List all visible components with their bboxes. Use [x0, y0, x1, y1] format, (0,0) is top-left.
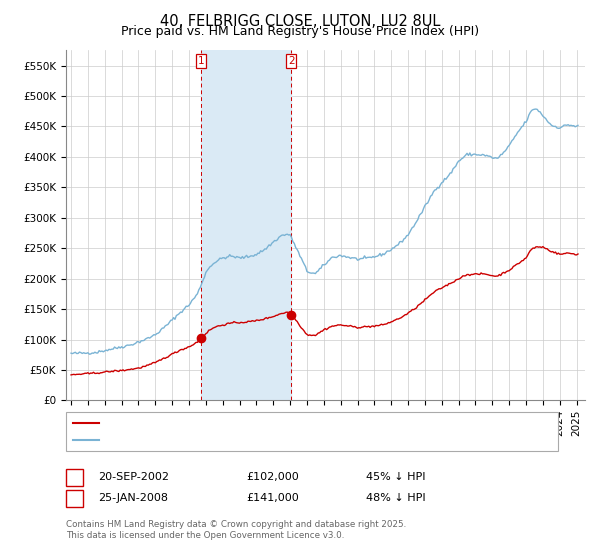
Text: This data is licensed under the Open Government Licence v3.0.: This data is licensed under the Open Gov…: [66, 531, 344, 540]
Text: HPI: Average price, detached house, Luton: HPI: Average price, detached house, Luto…: [103, 435, 337, 445]
Text: 1: 1: [198, 55, 205, 66]
Text: £102,000: £102,000: [246, 472, 299, 482]
Text: 1: 1: [71, 472, 78, 482]
Text: 20-SEP-2002: 20-SEP-2002: [98, 472, 169, 482]
Text: Contains HM Land Registry data © Crown copyright and database right 2025.: Contains HM Land Registry data © Crown c…: [66, 520, 406, 529]
Text: 2: 2: [288, 55, 295, 66]
Text: 25-JAN-2008: 25-JAN-2008: [98, 493, 168, 503]
Text: 45% ↓ HPI: 45% ↓ HPI: [366, 472, 425, 482]
Text: £141,000: £141,000: [246, 493, 299, 503]
Text: 2: 2: [71, 493, 78, 503]
Text: 40, FELBRIGG CLOSE, LUTON, LU2 8UL (detached house): 40, FELBRIGG CLOSE, LUTON, LU2 8UL (deta…: [103, 418, 413, 428]
Text: 40, FELBRIGG CLOSE, LUTON, LU2 8UL: 40, FELBRIGG CLOSE, LUTON, LU2 8UL: [160, 14, 440, 29]
Bar: [201, 50, 291, 400]
Text: Price paid vs. HM Land Registry's House Price Index (HPI): Price paid vs. HM Land Registry's House …: [121, 25, 479, 38]
Text: 48% ↓ HPI: 48% ↓ HPI: [366, 493, 425, 503]
